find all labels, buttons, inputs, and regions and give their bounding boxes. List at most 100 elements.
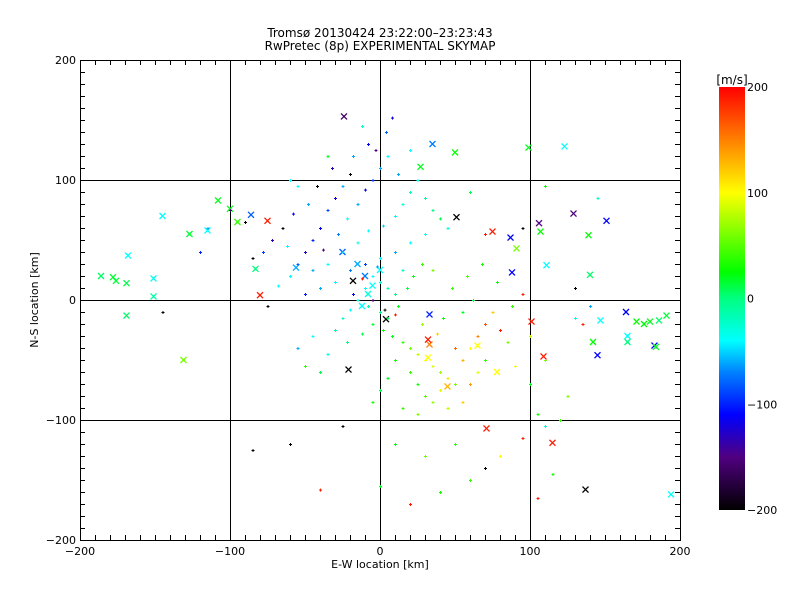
cross-stroke (234, 218, 241, 226)
dot-v (512, 305, 513, 308)
dot-marker (277, 284, 280, 288)
cross-stroke (586, 271, 594, 279)
dot-v (323, 248, 324, 252)
dot-v (417, 383, 419, 386)
cross-marker (369, 282, 376, 290)
y-tick-label: −200 (46, 534, 76, 547)
dot-v (440, 217, 441, 221)
dot-marker (521, 227, 525, 230)
cross-marker (493, 368, 501, 376)
dot-marker (371, 179, 375, 182)
dot-marker (379, 485, 382, 488)
dot-marker (436, 332, 439, 336)
dot-marker (367, 229, 370, 233)
cross-stroke (358, 302, 366, 310)
dot-v (327, 209, 329, 212)
cross-marker (537, 228, 544, 236)
dot-marker (337, 233, 340, 236)
dot-v (455, 347, 456, 350)
cross-stroke (570, 210, 577, 218)
dot-v (467, 275, 468, 278)
dot-v (267, 305, 269, 308)
cross-marker (264, 217, 271, 225)
dot-marker (469, 383, 472, 386)
dot-v (410, 371, 411, 374)
dot-marker (409, 191, 412, 194)
cross-marker (561, 142, 568, 150)
cross-marker (345, 366, 352, 374)
dot-marker (296, 347, 300, 350)
cross-stroke (633, 318, 640, 326)
x-tick-label: 200 (670, 545, 691, 558)
dot-v (402, 203, 404, 206)
cross-marker (256, 291, 264, 299)
cross-stroke (535, 219, 543, 227)
dot-marker (559, 419, 562, 422)
dot-marker (499, 329, 502, 332)
dot-marker (506, 341, 510, 344)
dot-marker (319, 488, 322, 492)
cross-marker (543, 261, 550, 269)
dot-v (162, 311, 164, 314)
cross-stroke (345, 366, 352, 374)
dot-v (473, 299, 474, 302)
cross-marker (655, 316, 663, 324)
dot-v (455, 383, 456, 386)
cross-marker (429, 140, 436, 148)
colorbar (719, 87, 745, 510)
dot-marker (409, 371, 412, 374)
dot-v (443, 317, 444, 320)
dot-v (462, 311, 464, 314)
dot-v (272, 239, 273, 242)
dot-v (417, 413, 419, 416)
dot-v (342, 251, 344, 254)
cross-stroke (451, 148, 459, 156)
cross-marker (247, 211, 255, 219)
dot-marker (451, 287, 454, 290)
dot-marker (349, 269, 352, 272)
dot-v (497, 281, 498, 284)
dot-v (252, 257, 254, 260)
dot-marker (446, 227, 450, 230)
dot-marker (376, 265, 379, 269)
cross-marker (426, 340, 433, 348)
dot-v (362, 125, 363, 128)
dot-v (395, 293, 396, 296)
dot-v (395, 443, 396, 446)
dot-v (350, 308, 351, 312)
dot-v (372, 401, 374, 404)
dot-marker (409, 503, 412, 506)
cross-marker (640, 320, 648, 328)
dot-v (342, 185, 344, 188)
dot-marker (251, 449, 255, 452)
dot-marker (289, 179, 292, 182)
dot-v (462, 401, 464, 404)
dot-v (362, 332, 363, 336)
dot-v (395, 313, 396, 317)
dot-marker (416, 383, 420, 386)
dot-marker (334, 281, 337, 284)
cross-marker (663, 312, 670, 320)
cross-marker (123, 312, 130, 320)
cross-stroke (429, 140, 436, 148)
dot-v (278, 284, 279, 288)
y-tick-label: −100 (46, 414, 76, 427)
cross-stroke (426, 310, 433, 318)
dot-v (530, 335, 531, 338)
cross-stroke (528, 318, 535, 326)
colorbar-tick-label: −100 (747, 398, 777, 411)
cross-stroke (417, 163, 424, 171)
dot-v (380, 311, 381, 314)
dot-marker (394, 215, 397, 218)
dot-marker (544, 185, 547, 188)
dot-v (380, 281, 381, 284)
cross-marker (214, 196, 222, 204)
dot-v (440, 491, 441, 494)
dot-v (357, 203, 359, 206)
dot-v (522, 437, 524, 440)
cross-stroke (444, 382, 451, 390)
dot-v (582, 323, 584, 326)
dot-marker (511, 305, 514, 308)
cross-stroke (123, 312, 130, 320)
dot-marker (374, 149, 378, 152)
